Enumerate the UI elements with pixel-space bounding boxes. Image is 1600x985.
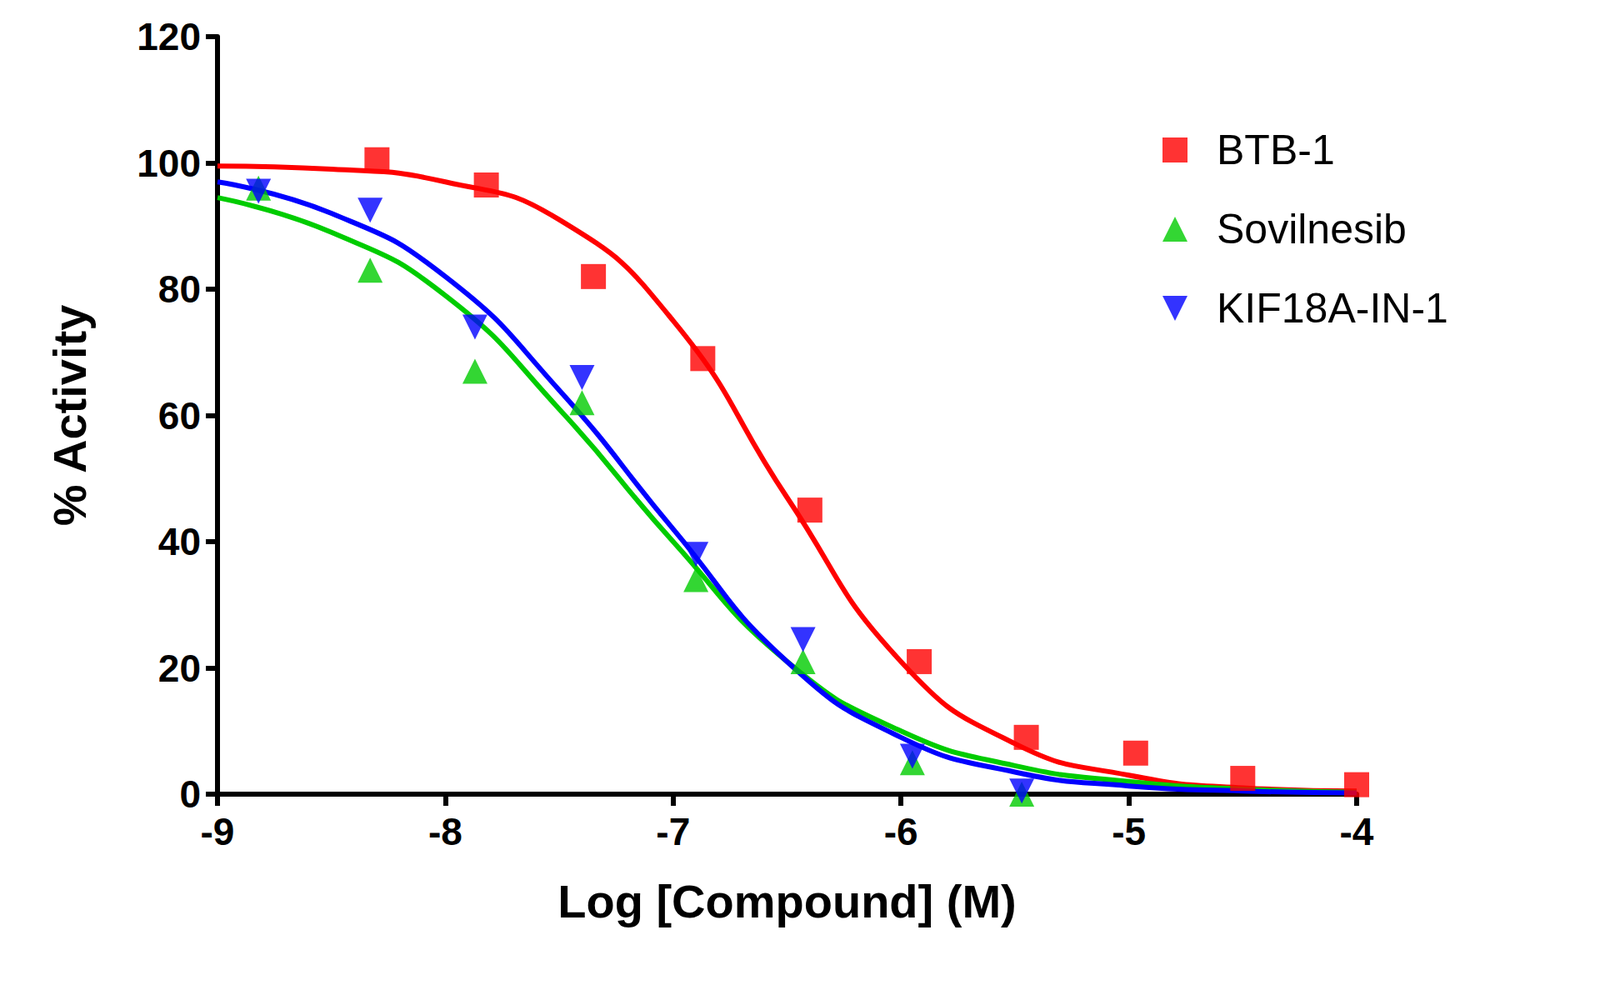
svg-text:-6: -6 — [884, 810, 919, 854]
svg-text:-4: -4 — [1340, 810, 1375, 854]
svg-text:40: 40 — [158, 520, 201, 564]
svg-text:80: 80 — [158, 267, 201, 311]
svg-text:120: 120 — [136, 15, 201, 59]
svg-text:-9: -9 — [200, 810, 235, 854]
svg-text:KIF18A-IN-1: KIF18A-IN-1 — [1216, 285, 1449, 332]
svg-text:60: 60 — [158, 394, 201, 438]
svg-text:Log [Compound] (M): Log [Compound] (M) — [557, 875, 1016, 928]
svg-text:-5: -5 — [1111, 810, 1146, 854]
svg-text:100: 100 — [136, 141, 201, 185]
svg-text:-7: -7 — [655, 810, 690, 854]
svg-text:20: 20 — [158, 646, 201, 690]
svg-text:% Activity: % Activity — [43, 305, 96, 527]
svg-text:-8: -8 — [428, 810, 463, 854]
svg-text:BTB-1: BTB-1 — [1216, 126, 1335, 174]
svg-text:0: 0 — [179, 772, 201, 816]
svg-text:Sovilnesib: Sovilnesib — [1216, 205, 1407, 253]
